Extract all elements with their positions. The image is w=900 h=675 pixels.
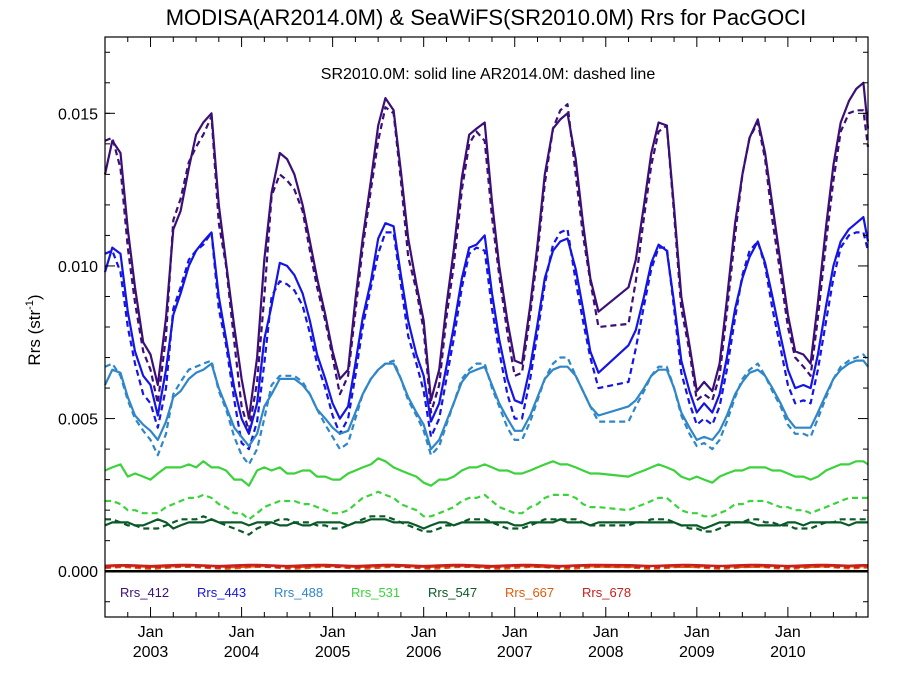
plot-frame bbox=[104, 36, 869, 618]
series-line-rrs-547-dashed bbox=[105, 515, 868, 536]
chart-title: MODISA(AR2014.0M) & SeaWiFS(SR2010.0M) R… bbox=[166, 5, 807, 30]
series-line-rrs-531-dashed bbox=[105, 490, 868, 521]
x-tick-month: Jan bbox=[320, 624, 346, 641]
legend-label-rrs-531: Rrs_531 bbox=[351, 585, 400, 600]
series-line-rrs-488-solid bbox=[104, 359, 869, 451]
series-line-rrs-443-solid bbox=[103, 216, 870, 435]
x-tick-year: 2007 bbox=[497, 644, 533, 661]
x-tick-year: 2008 bbox=[588, 644, 624, 661]
series-line-rrs-678-dashed bbox=[104, 564, 868, 569]
y-tick-label: 0.010 bbox=[58, 259, 98, 276]
x-tick-month: Jan bbox=[593, 624, 619, 641]
legend-label-rrs-488: Rrs_488 bbox=[274, 585, 323, 600]
x-tick-year: 2010 bbox=[770, 644, 806, 661]
plot-area bbox=[103, 81, 870, 573]
y-tick-label: 0.005 bbox=[58, 412, 98, 429]
legend-label-rrs-412: Rrs_412 bbox=[120, 585, 169, 600]
x-tick-year: 2005 bbox=[315, 644, 351, 661]
legend-label-rrs-547: Rrs_547 bbox=[428, 585, 477, 600]
x-tick-year: 2004 bbox=[224, 644, 260, 661]
legend-label-rrs-443: Rrs_443 bbox=[197, 585, 246, 600]
x-tick-year: 2009 bbox=[679, 644, 715, 661]
legend-label-rrs-678: Rrs_678 bbox=[582, 585, 631, 600]
y-tick-label: 0.015 bbox=[58, 106, 98, 123]
x-tick-year: 2003 bbox=[133, 644, 169, 661]
legend: Rrs_412 Rrs_443 Rrs_488 Rrs_531 Rrs_547 Rrs_6… bbox=[120, 585, 631, 600]
axes: 0.000 0.005 0.010 0.015 Jan 2003 Jan 2004 Jan 200… bbox=[58, 36, 869, 661]
x-tick-month: Jan bbox=[229, 624, 255, 641]
series-line-rrs-531-solid bbox=[104, 457, 869, 487]
x-tick-year: 2006 bbox=[406, 644, 442, 661]
x-tick-month: Jan bbox=[775, 624, 801, 641]
series-line-rrs-547-solid bbox=[104, 518, 868, 530]
series-line-rrs-412-dashed bbox=[104, 103, 870, 432]
x-tick-month: Jan bbox=[138, 624, 164, 641]
chart-subtitle: SR2010.0M: solid line AR2014.0M: dashed … bbox=[321, 66, 656, 83]
y-axis-label: Rrs (str-1) bbox=[24, 294, 44, 365]
x-tick-month: Jan bbox=[502, 624, 528, 641]
series-line-rrs-678-solid bbox=[104, 563, 868, 568]
series-line-rrs-488-dashed bbox=[104, 353, 869, 466]
x-tick-month: Jan bbox=[411, 624, 437, 641]
x-tick-month: Jan bbox=[684, 624, 710, 641]
y-tick-label: 0.000 bbox=[58, 564, 98, 581]
legend-label-rrs-667: Rrs_667 bbox=[505, 585, 554, 600]
series-line-rrs-443-dashed bbox=[104, 228, 870, 451]
